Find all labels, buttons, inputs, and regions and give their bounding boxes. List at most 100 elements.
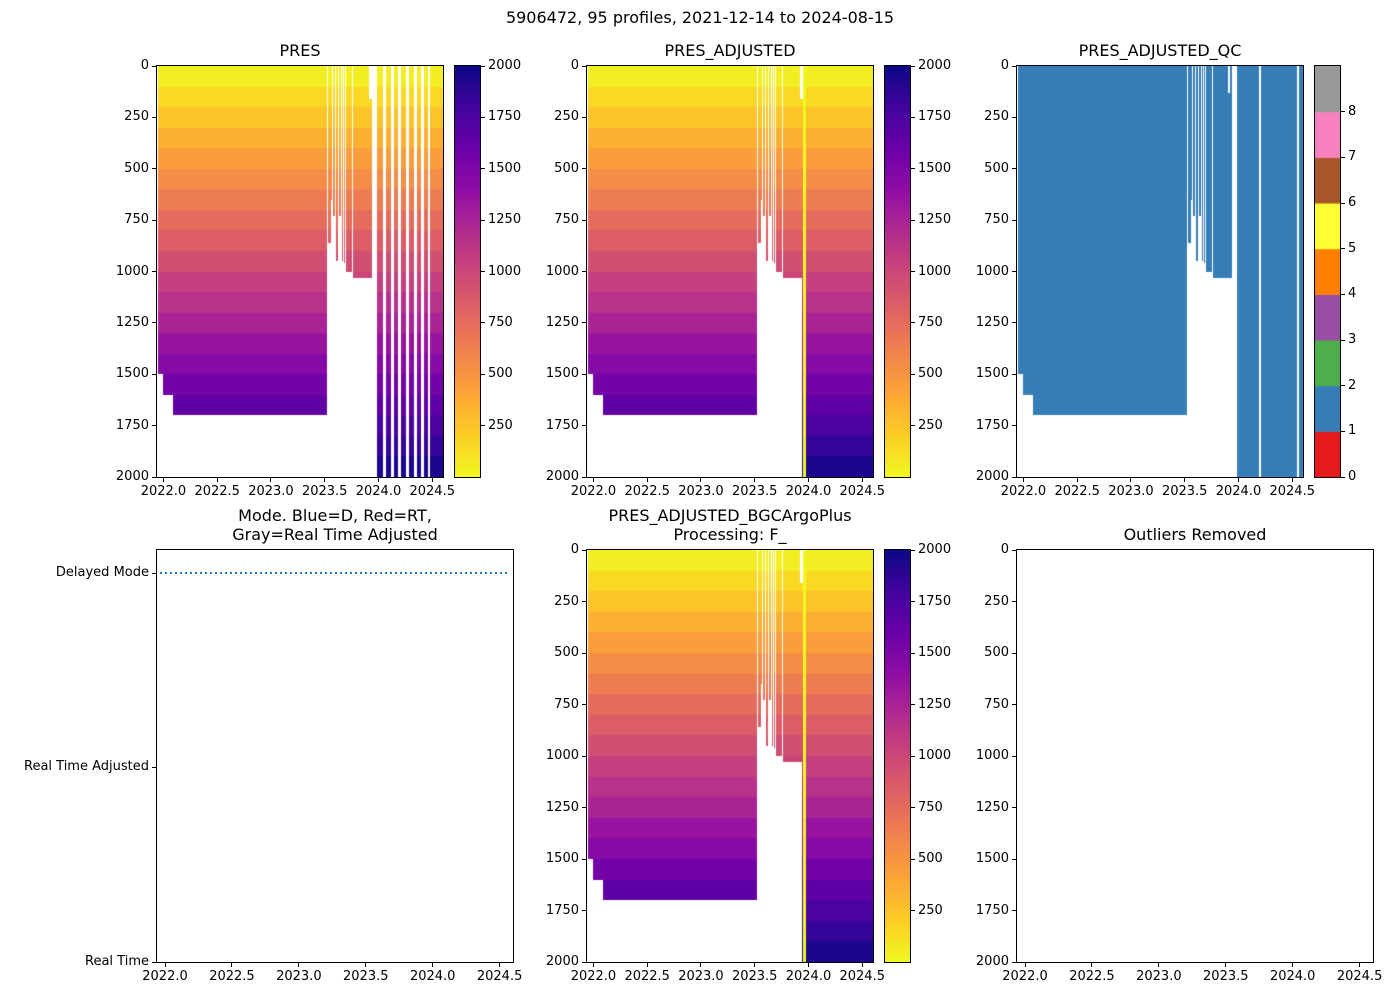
pres-x-tick-label: 2023.0: [248, 484, 294, 499]
bgc-y-tick-label: 1250: [545, 799, 579, 815]
pres-adjusted-qc-x-tick-mark: [1130, 478, 1132, 482]
bgc-y-tick-label: 0: [570, 542, 579, 557]
pres-title: PRES: [279, 41, 321, 60]
pres-adjusted-qc-colorbar-tick-label: 5: [1348, 240, 1357, 256]
pres-adjusted-qc-x-tick-mark: [1291, 478, 1293, 482]
pres-x-tick-mark: [216, 478, 218, 482]
pres-colorbar-tick-mark: [481, 373, 485, 375]
pres-x-tick-label: 2024.5: [409, 484, 455, 499]
pres-adjusted-colorbar-tick-label: 750: [918, 314, 943, 330]
pres-colorbar-tick-mark: [481, 65, 485, 67]
pres-y-tick-label: 1750: [115, 417, 149, 433]
pres-adjusted-y-tick-mark: [582, 168, 586, 170]
bgc-x-tick-mark: [646, 963, 648, 967]
bgc-x-tick-mark: [592, 963, 594, 967]
bgc-y-tick-mark: [582, 858, 586, 860]
outliers-y-tick-label: 1250: [975, 799, 1009, 815]
outliers-x-tick-label: 2023.0: [1136, 969, 1182, 984]
pres-y-tick-label: 1500: [115, 366, 149, 382]
outliers-y-tick-label: 1000: [975, 748, 1009, 763]
pres-adjusted-colorbar-tick-mark: [911, 271, 915, 272]
mode-axes-frame: [156, 549, 514, 963]
mode-x-tick-mark: [432, 963, 434, 967]
bgc-x-tick-label: 2022.5: [624, 969, 670, 984]
pres-adjusted-qc-y-tick-mark: [1012, 116, 1016, 118]
pres-adjusted-qc-y-tick-mark: [1012, 322, 1016, 324]
outliers-y-tick-mark: [1012, 755, 1016, 757]
mode-x-tick-label: 2023.0: [276, 969, 322, 984]
bgc-title-line1: PRES_ADJUSTED_BGCArgoPlus: [608, 506, 852, 525]
pres-colorbar-tick-label: 1750: [488, 109, 522, 125]
mode-x-tick-mark: [164, 963, 166, 967]
pres-adjusted-qc-colorbar-tick-label: 3: [1348, 332, 1357, 347]
mode-category-label: Real Time Adjusted: [24, 759, 149, 775]
pres-adjusted-qc-heatmap: [1017, 66, 1303, 477]
pres-adjusted-colorbar-tick-label: 1250: [918, 212, 952, 228]
pres-adjusted-qc-colorbar-tick-label: 8: [1348, 103, 1357, 119]
bgc-colorbar-tick-mark: [911, 910, 915, 911]
pres-y-tick-label: 500: [124, 160, 149, 176]
outliers-y-tick-label: 1750: [975, 902, 1009, 918]
pres-x-tick-mark: [162, 478, 164, 482]
bgc-y-tick-label: 1500: [545, 851, 579, 866]
mode-x-tick-label: 2023.5: [343, 969, 389, 984]
pres-adjusted-colorbar-tick-label: 1750: [918, 109, 952, 125]
bgc-colorbar-tick-mark: [911, 601, 915, 602]
bgc-colorbar-tick-mark: [911, 755, 915, 757]
pres-adjusted-x-tick-label: 2023.5: [731, 484, 778, 499]
pres-y-tick-mark: [152, 476, 156, 478]
pres-adjusted-colorbar-tick-label: 1000: [918, 263, 952, 279]
pres-x-tick-label: 2024.0: [355, 484, 402, 499]
pres-y-tick-label: 750: [124, 212, 149, 228]
pres-colorbar-tick-mark: [481, 116, 485, 118]
pres-adjusted-colorbar-tick-mark: [911, 168, 915, 170]
pres-adjusted-y-tick-mark: [582, 219, 586, 221]
bgc-x-tick-mark: [861, 963, 863, 967]
pres-adjusted-qc-y-tick-label: 1500: [975, 366, 1009, 382]
outliers-x-tick-label: 2022.5: [1069, 969, 1115, 984]
delayed-mode-line: [159, 572, 511, 575]
bgc-y-tick-label: 250: [554, 593, 579, 609]
pres-y-tick-label: 1000: [115, 263, 149, 279]
pres-adjusted-y-tick-label: 500: [554, 160, 579, 176]
outliers-y-tick-mark: [1012, 549, 1016, 551]
pres-y-tick-mark: [152, 373, 156, 375]
bgc-colorbar-tick-label: 1250: [918, 696, 952, 712]
bgc-title-line2: Processing: F_: [673, 525, 787, 544]
mode-x-tick-label: 2024.5: [476, 969, 523, 984]
pres-adjusted-y-tick-mark: [582, 373, 586, 375]
pres-y-tick-mark: [152, 219, 156, 221]
pres-adjusted-qc-colorbar-tick-mark: [1341, 293, 1345, 295]
pres-colorbar-tick-mark: [481, 168, 485, 170]
pres-adjusted-y-tick-label: 1250: [545, 314, 579, 330]
pres-adjusted-qc-colorbar-tick-label: 0: [1348, 469, 1357, 484]
pres-adjusted-x-tick-mark: [646, 478, 648, 482]
bgc-colorbar-tick-mark: [911, 858, 915, 860]
mode-x-tick-mark: [365, 963, 367, 967]
bgc-y-tick-label: 1000: [545, 748, 579, 763]
bgc-x-tick-mark: [700, 963, 702, 967]
bgc-y-tick-label: 2000: [545, 954, 579, 969]
outliers-y-tick-mark: [1012, 961, 1016, 963]
figure-suptitle: 5906472, 95 profiles, 2021-12-14 to 2024…: [505, 8, 895, 27]
pres-adjusted-colorbar-tick-mark: [911, 116, 915, 118]
pres-colorbar-tick-label: 2000: [488, 58, 522, 73]
pres-adjusted-x-tick-label: 2024.5: [839, 484, 885, 499]
bgc-colorbar-tick-label: 750: [918, 799, 943, 815]
pres-adjusted-qc-colorbar-tick-mark: [1341, 385, 1345, 387]
outliers-x-tick-label: 2022.0: [1002, 969, 1048, 984]
pres-adjusted-title: PRES_ADJUSTED: [664, 41, 796, 60]
mode-y-tick-mark: [152, 961, 156, 963]
bgc-x-tick-label: 2022.0: [570, 969, 617, 984]
outliers-y-tick-mark: [1012, 704, 1016, 705]
pres-adjusted-x-tick-label: 2022.5: [624, 484, 670, 499]
pres-colorbar-tick-label: 1500: [488, 160, 522, 176]
bgc-colorbar-tick-label: 2000: [918, 542, 952, 557]
outliers-axes-frame: [1016, 549, 1374, 963]
pres-adjusted-y-tick-mark: [582, 476, 586, 478]
pres-adjusted-colorbar-tick-label: 1500: [918, 160, 952, 176]
pres-adjusted-qc-colorbar-tick-label: 1: [1348, 423, 1357, 439]
pres-adjusted-x-tick-mark: [592, 478, 594, 482]
pres-colorbar-tick-label: 1000: [488, 263, 522, 279]
pres-adjusted-qc-y-tick-label: 1250: [975, 314, 1009, 330]
